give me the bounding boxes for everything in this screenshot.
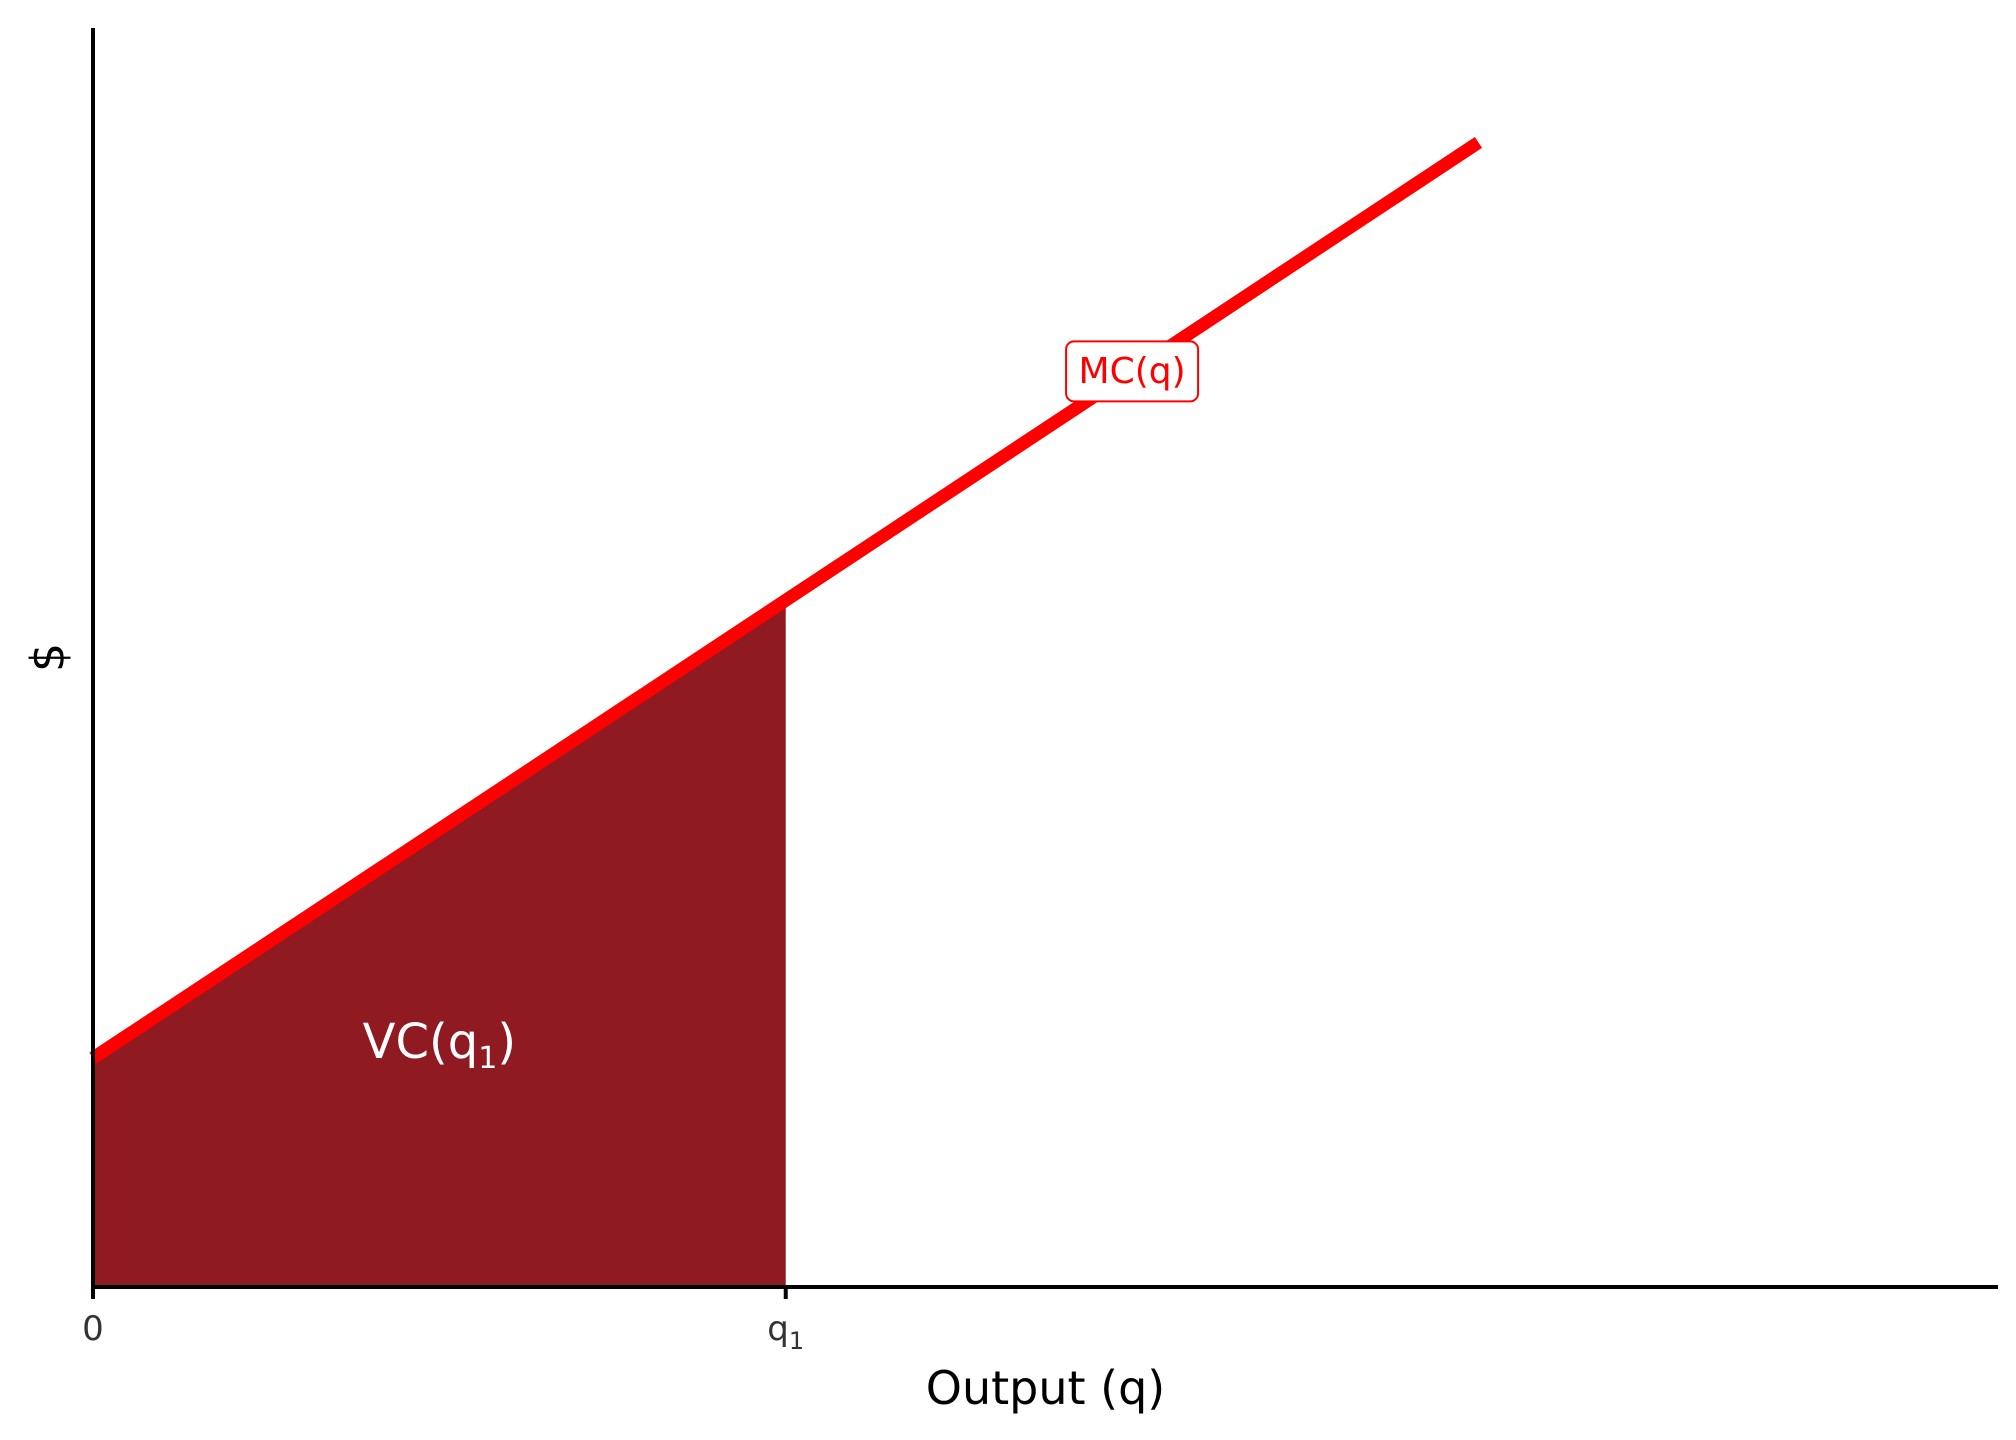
x-axis-title: Output (q) (926, 1361, 1166, 1415)
vc-area-label-main: VC(q (363, 1014, 479, 1070)
vc-area-label-suffix: ) (497, 1014, 516, 1070)
mc-curve-label: MC(q) (1065, 340, 1200, 403)
mc-curve-label-box (1065, 340, 1200, 403)
vc-area-label: VC(q1) (363, 1014, 516, 1076)
x-tick-label: 0 (82, 1309, 104, 1349)
vc-shaded-area (93, 600, 786, 1287)
x-ticks: 0 q1 (82, 1287, 804, 1355)
y-axis-title: $ (21, 643, 75, 672)
x-tick-label: q1 (767, 1309, 804, 1355)
plot-layer (89, 137, 1483, 1287)
vc-area-label-subscript: 1 (478, 1041, 497, 1076)
mc-curve-label-text: MC(q) (1079, 351, 1186, 392)
mc-curve (89, 137, 1483, 1064)
